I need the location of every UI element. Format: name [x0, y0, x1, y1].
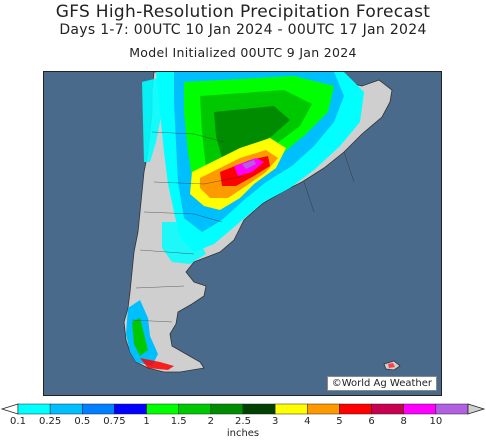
precipitation-map: ©World Ag Weather — [43, 71, 442, 396]
colorbar-swatch — [82, 403, 115, 415]
colorbar-swatch — [274, 403, 308, 415]
colorbar-swatch — [17, 403, 51, 415]
colorbar-swatch — [339, 403, 372, 415]
tierra-del-fuego-rain — [140, 358, 174, 370]
colorbar-tick-label: 2.5 — [235, 416, 251, 427]
precipitation-colorbar — [0, 403, 486, 415]
colorbar-ticks: 0.1 0.25 0.5 0.75 1 1.5 2 2.5 3 4 5 6 8 10 — [0, 416, 486, 430]
northern-rain-core — [214, 106, 290, 158]
colorbar-tick-label: 6 — [368, 416, 375, 427]
colorbar-swatch — [403, 403, 437, 415]
provincial-borders — [131, 131, 355, 323]
colorbar-tick-label: 4 — [304, 416, 311, 427]
colorbar-tick-label: 5 — [336, 416, 343, 427]
colorbar-tick-label: 8 — [400, 416, 407, 427]
patagonia-rain — [162, 222, 206, 264]
map-title: GFS High-Resolution Precipitation Foreca… — [55, 2, 431, 22]
colorbar-tick-label: 1 — [143, 416, 150, 427]
map-credit: ©World Ag Weather — [326, 376, 437, 391]
colorbar-swatch — [307, 403, 340, 415]
colorbar-tick-label: 10 — [429, 416, 443, 427]
colorbar-left-arrow — [0, 403, 19, 415]
falkland-islands-rain — [388, 363, 395, 368]
colorbar-tick-label: 0.25 — [39, 416, 62, 427]
colorbar-swatch — [114, 403, 147, 415]
model-init-label: Model Initialized 00UTC 9 Jan 2024 — [129, 45, 357, 60]
map-canvas — [123, 72, 401, 373]
colorbar-tick-label: 2 — [207, 416, 215, 427]
chile-coast-rain — [142, 78, 162, 162]
colorbar-tick-label: 0.5 — [74, 416, 91, 427]
central-rain-purple — [242, 160, 256, 169]
forecast-period: Days 1-7: 00UTC 10 Jan 2024 - 00UTC 17 J… — [59, 22, 427, 38]
colorbar-tick-label: 3 — [271, 416, 279, 427]
colorbar-tick-label: 0.75 — [103, 416, 126, 427]
colorbar-right-arrow — [467, 403, 486, 415]
colorbar-swatch — [49, 403, 83, 415]
colorbar-swatch — [210, 403, 244, 415]
colorbar-swatch — [146, 403, 179, 415]
colorbar-units: inches — [226, 428, 260, 439]
southern-chile-rain-core — [132, 318, 148, 356]
colorbar-tick-label: 1.5 — [170, 416, 187, 427]
colorbar-tick-label: 0.1 — [10, 416, 26, 427]
colorbar-swatch — [178, 403, 212, 415]
colorbar-swatch — [435, 403, 469, 415]
colorbar-swatch — [371, 403, 404, 415]
colorbar-swatch — [242, 403, 276, 415]
